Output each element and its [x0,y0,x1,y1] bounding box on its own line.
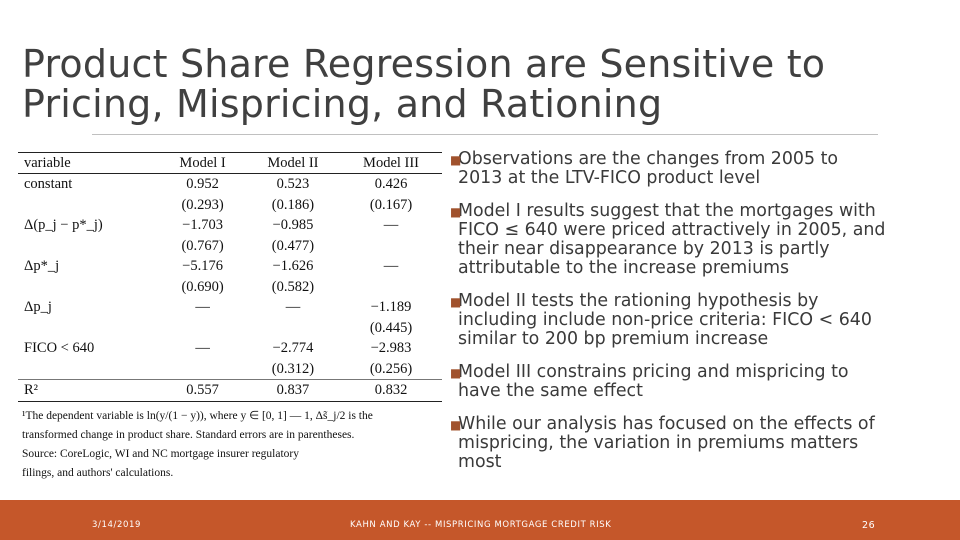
table-row: (0.767) (0.477) [18,236,442,257]
header-model-2: Model II [267,154,319,171]
table-cell-value [340,277,442,298]
table-row: R² 0.557 0.837 0.832 [18,379,442,401]
slide-title-line-2: Pricing, Mispricing, and Rationing [22,82,663,126]
table-cell-value: −1.703 [182,217,223,234]
table-cell-value: — [195,299,210,316]
table-row: Δ(p_j − p*_j) −1.703 −0.985 — [18,215,442,236]
table-cell-value: (0.186) [271,196,315,213]
table-cell-value: — [195,340,210,357]
bullet-square-icon: ■ [450,205,462,219]
table-row: FICO < 640 — −2.774 −2.983 [18,338,442,359]
table-row: Δp_j — — −1.189 [18,297,442,318]
bullet-item: ■ Model II tests the rationing hypothesis… [450,291,872,349]
table-cell-value: 0.426 [374,176,408,193]
table-note: transformed change in product share. Sta… [22,428,355,441]
table-cell-value: (0.477) [271,237,315,254]
table-row: (0.293) (0.186) (0.167) [18,195,442,216]
table-cell-value: (0.767) [181,237,224,254]
table-notes: ¹The dependent variable is ln(y/(1 − y))… [18,407,442,483]
table-cell-variable: Δ(p_j − p*_j) [24,217,103,234]
table-note: Source: CoreLogic, WI and NC mortgage in… [22,447,299,460]
table-cell-value: −2.774 [272,340,314,357]
table-cell-variable [18,318,159,339]
table-cell-value [340,236,442,257]
table-cell-variable: R² [24,382,39,399]
table-cell-value: (0.690) [181,278,224,295]
table-cell-variable [18,195,159,216]
table-cell-value: (0.582) [271,278,315,295]
table-cell-value: 0.523 [276,176,310,193]
table-cell-value: (0.293) [181,196,224,213]
table-cell-value: (0.312) [271,360,315,377]
slide-number: 26 [862,520,876,531]
bullet-square-icon: ■ [450,418,462,432]
table-cell-variable: FICO < 640 [24,340,95,357]
table-cell-value: 0.837 [276,382,310,399]
table-cell-value: 0.952 [186,176,219,193]
regression-table-figure: variable Model I Model II Model III cons… [18,152,442,492]
table-row: (0.690) (0.582) [18,277,442,298]
table-cell-value: (0.256) [369,360,413,377]
table-cell-value: (0.167) [369,196,413,213]
slide-title-line-1: Product Share Regression are Sensitive t… [22,42,826,86]
title-divider [92,134,878,135]
footer-date: 3/14/2019 [92,520,141,530]
table-cell-value: — [383,258,399,275]
table-cell-value [159,318,246,339]
table-cell-value: — [383,217,399,234]
bullet-square-icon: ■ [450,295,462,309]
bullet-item: ■ Model III constrains pricing and mispri… [450,362,849,401]
bullet-square-icon: ■ [450,366,462,380]
header-model-1: Model I [179,154,226,171]
header-model-3: Model III [363,154,420,171]
table-header-row: variable Model I Model II Model III [18,152,442,174]
bullet-list: ■ Observations are the changes from 2005 … [450,149,952,486]
slide-title: Product Share Regression are Sensitive t… [22,44,942,124]
table-cell-value [246,318,340,339]
table-cell-value: −0.985 [272,217,314,234]
table-row: constant 0.952 0.523 0.426 [18,174,442,195]
table-cell-variable [18,359,159,380]
table-row: (0.312) (0.256) [18,359,442,380]
regression-table: variable Model I Model II Model III cons… [18,152,442,402]
table-cell-value: −1.626 [272,258,314,275]
bullet-item: ■ While our analysis has focused on the e… [450,414,875,472]
table-cell-variable: Δp*_j [24,258,60,275]
footer-bar: 3/14/2019 KAHN AND KAY -- MISPRICING MOR… [0,500,960,540]
footer-title: KAHN AND KAY -- MISPRICING MORTGAGE CRED… [350,520,612,530]
table-cell-variable: Δp_j [24,299,52,316]
bullet-item: ■ Model I results suggest that the mortga… [450,201,886,278]
table-note: filings, and authors' calculations. [22,466,174,479]
table-cell-variable [18,277,159,298]
table-body: constant 0.952 0.523 0.426 (0.293) (0.186) (0.… [18,174,442,401]
table-cell-value: −2.983 [370,340,412,357]
table-cell-variable [18,236,159,257]
header-variable: variable [24,154,71,171]
table-cell-variable: constant [24,176,73,193]
bullet-item: ■ Observations are the changes from 2005 … [450,149,839,188]
table-cell-value [159,359,246,380]
table-cell-value: 0.557 [186,382,219,399]
table-cell-value: — [285,299,301,316]
table-note: ¹The dependent variable is ln(y/(1 − y))… [22,409,373,422]
table-cell-value: −1.189 [370,299,412,316]
bullet-square-icon: ■ [450,153,462,167]
table-row: Δp*_j −5.176 −1.626 — [18,256,442,277]
table-cell-value: (0.445) [369,319,413,336]
table-cell-value: −5.176 [182,258,223,275]
table-row: (0.445) [18,318,442,339]
table-cell-value: 0.832 [374,382,408,399]
